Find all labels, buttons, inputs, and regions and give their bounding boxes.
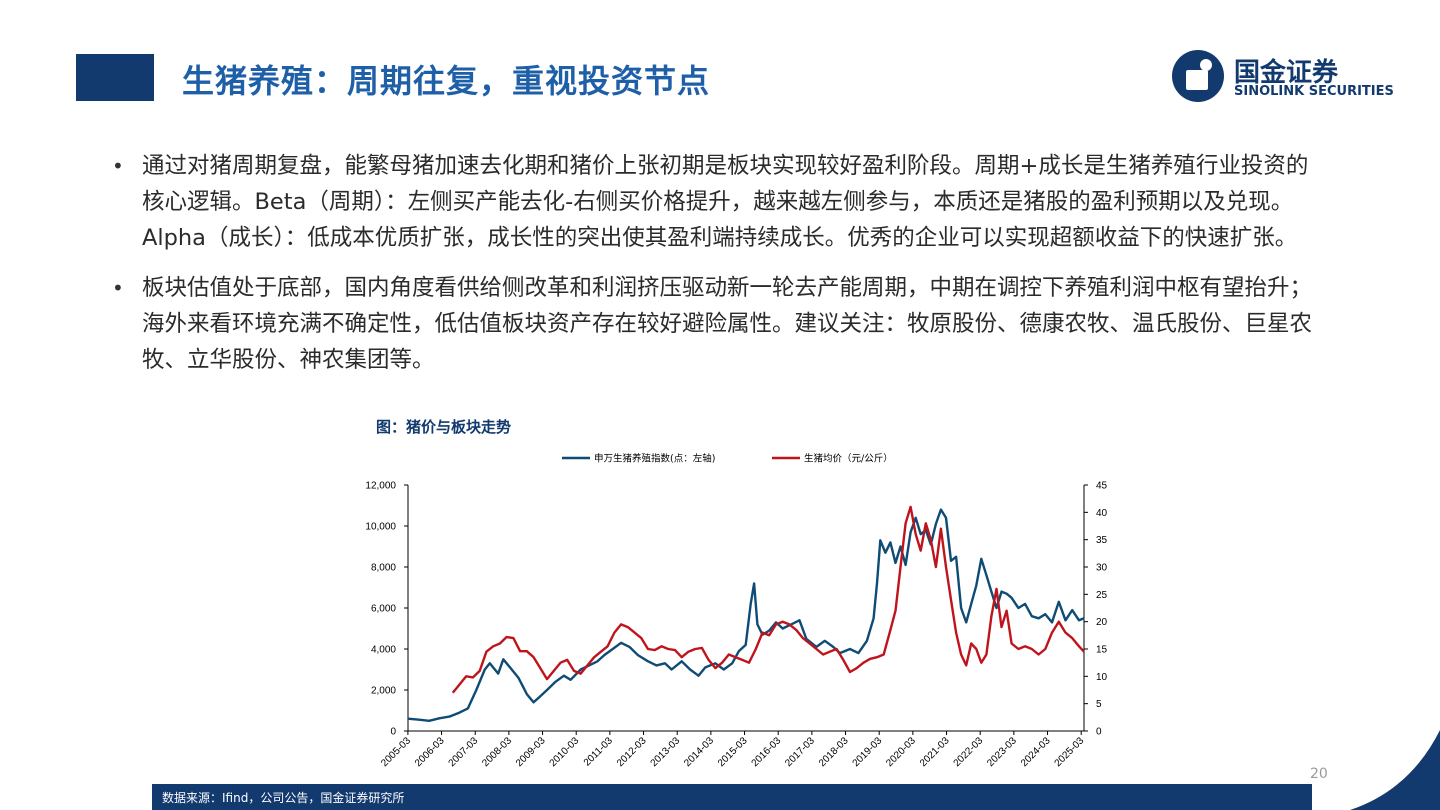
y-right-tick-label: 25 [1096,590,1108,601]
bullet-text: 通过对猪周期复盘，能繁母猪加速去化期和猪价上张初期是板块实现较好盈利阶段。周期+… [142,153,1309,251]
x-tick-label: 2017-03 [783,735,817,769]
x-tick-label: 2013-03 [649,735,683,769]
y-right-tick-label: 40 [1096,508,1108,519]
x-tick-label: 2009-03 [514,735,548,769]
bullet-text: 板块估值处于底部，国内角度看供给侧改革和利润挤压驱动新一轮去产能周期，中期在调控… [142,275,1313,373]
y-right-tick-label: 10 [1096,672,1108,683]
x-tick-label: 2022-03 [952,735,986,769]
pig-price-index-chart: 0 2,000 4,000 6,000 8,000 10,000 12,000 0 5 10 15 2… [365,453,1108,770]
bullet-list: • 通过对猪周期复盘，能繁母猪加速去化期和猪价上张初期是板块实现较好盈利阶段。周期… [112,148,1322,392]
x-tick-label: 2007-03 [447,735,481,769]
sinolink-logo-icon [1172,50,1224,102]
x-tick-label: 2020-03 [884,735,918,769]
x-tick-label: 2014-03 [682,735,716,769]
x-tick-label: 2005-03 [379,735,413,769]
x-tick-label: 2016-03 [750,735,784,769]
x-tick-label: 2019-03 [851,735,885,769]
company-logo: 国金证券 SINOLINK SECURITIES [1170,48,1420,104]
page-number: 20 [1310,766,1328,782]
x-tick-label: 2024-03 [1019,735,1053,769]
x-tick-label: 2008-03 [480,735,514,769]
logo-text-cn: 国金证券 [1234,58,1339,88]
y-right-tick-label: 20 [1096,617,1108,628]
source-bar: 数据来源：Ifind，公司公告，国金证券研究所 [152,784,1312,810]
y-left-tick-label: 6,000 [371,604,396,615]
x-tick-label: 2023-03 [985,735,1019,769]
bullet-item: • 板块估值处于底部，国内角度看供给侧改革和利润挤压驱动新一轮去产能周期，中期在调… [112,270,1322,378]
bullet-dot-icon: • [112,154,124,178]
x-tick-label: 2021-03 [918,735,952,769]
title-accent-block [76,54,154,101]
x-tick-label: 2011-03 [582,735,616,769]
x-tick-label: 2012-03 [615,735,649,769]
y-right-tick-label: 35 [1096,535,1108,546]
x-tick-label: 2025-03 [1053,735,1087,769]
y-right-tick-label: 0 [1096,727,1102,738]
y-right-tick-label: 45 [1096,481,1108,492]
price-series-line [451,505,1085,694]
x-tick-label: 2010-03 [548,735,582,769]
index-series-line [407,508,1085,722]
x-tick-label: 2018-03 [817,735,851,769]
logo-text-en: SINOLINK SECURITIES [1234,84,1394,99]
y-left-tick-label: 12,000 [365,481,396,492]
legend-label: 生猪均价（元/公斤） [804,453,893,465]
y-right-tick-label: 5 [1096,699,1102,710]
bullet-dot-icon: • [112,276,124,300]
y-left-tick-label: 10,000 [365,522,396,533]
x-tick-label: 2015-03 [716,735,750,769]
y-right-tick-label: 30 [1096,563,1108,574]
corner-decoration [1350,730,1440,810]
source-text: 数据来源：Ifind，公司公告，国金证券研究所 [162,791,405,805]
page-title: 生猪养殖：周期往复，重视投资节点 [182,62,711,100]
chart-caption: 图：猪价与板块走势 [376,418,512,436]
x-tick-label: 2006-03 [413,735,447,769]
y-left-tick-label: 4,000 [371,645,396,656]
y-right-tick-label: 15 [1096,645,1108,656]
legend-label: 申万生猪养殖指数(点：左轴) [594,453,715,465]
y-left-tick-label: 8,000 [371,563,396,574]
y-left-tick-label: 0 [390,727,396,738]
bullet-item: • 通过对猪周期复盘，能繁母猪加速去化期和猪价上张初期是板块实现较好盈利阶段。周期… [112,148,1322,256]
y-left-tick-label: 2,000 [371,686,396,697]
